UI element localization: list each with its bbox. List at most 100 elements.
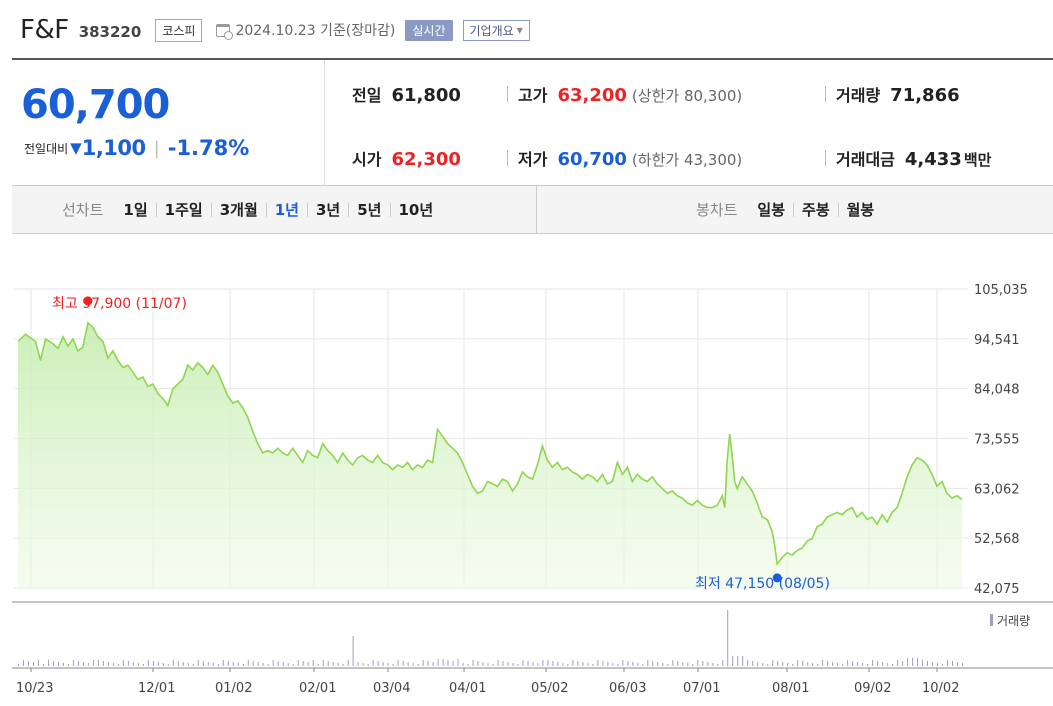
volume-bar (587, 663, 589, 666)
x-axis: 10/23 12/01 01/02 02/01 03/04 04/01 05/02 06/03… (16, 668, 959, 696)
volume-bar (907, 658, 909, 666)
price-line (17, 321, 963, 566)
volume-bar (28, 661, 29, 666)
volume-bar (392, 664, 394, 666)
tab-1d[interactable]: 1일 (115, 202, 157, 217)
volume-bar (917, 658, 918, 666)
volume-bar (77, 661, 79, 666)
price-chart[interactable]: 105,035 94,541 84,048 73,555 63,062 52,568 42,… (0, 270, 1053, 706)
volume-bar (437, 659, 439, 666)
tab-daily[interactable]: 일봉 (749, 202, 795, 217)
tab-3y[interactable]: 3년 (308, 202, 350, 217)
volume-bar (842, 664, 844, 666)
y-tick-label: 42,075 (974, 582, 1020, 597)
volume-bar (82, 662, 84, 666)
realtime-button[interactable]: 실시간 (405, 19, 453, 41)
chart-period-tabs: 선차트 1일 1주일 3개월 1년 3년 5년 10년 봉차트 일봉 주봉 월봉 (12, 186, 1053, 234)
volume-bar (412, 663, 414, 666)
volume-bar (942, 664, 943, 666)
stock-name: F&F (20, 15, 69, 45)
candle-chart-caption: 봉차트 (696, 201, 738, 219)
volume-bar (107, 662, 109, 666)
candle-chart-tabs: 봉차트 일봉 주봉 월봉 (696, 186, 882, 233)
volume-bar (782, 662, 784, 666)
volume-bar (592, 664, 594, 666)
volume-bar (332, 662, 334, 666)
y-tick-label: 73,555 (974, 433, 1020, 448)
tab-5y[interactable]: 5년 (349, 202, 391, 217)
volume-bar (427, 661, 429, 666)
divider (825, 150, 826, 166)
volume-bar (182, 662, 184, 666)
volume-legend: 거래량 (997, 614, 1030, 628)
tab-weekly[interactable]: 주봉 (794, 202, 839, 217)
volume-bar (72, 660, 74, 666)
volume-bar (387, 663, 389, 666)
volume-bar (137, 663, 139, 666)
volume-bar (632, 662, 634, 666)
volume-bar (162, 663, 164, 666)
volume-bar (202, 661, 204, 666)
volume-bar (937, 663, 938, 666)
volume-bar (557, 662, 559, 666)
x-tick-label: 05/02 (531, 681, 568, 696)
volume-bar (472, 660, 474, 666)
volume-bar (277, 661, 279, 666)
x-tick-label: 01/02 (215, 681, 252, 696)
volume-bar (48, 660, 49, 666)
annotations: 최고 97,900 (11/07) 최저 47,150 (08/05) (52, 296, 830, 592)
volume-bar (672, 660, 674, 666)
volume-bar (647, 660, 649, 666)
tab-3m[interactable]: 3개월 (212, 202, 267, 217)
volume-bar (43, 664, 44, 666)
volume-bar (867, 664, 869, 666)
max-marker (83, 296, 93, 306)
tab-10y[interactable]: 10년 (398, 200, 434, 219)
tab-1w[interactable]: 1주일 (157, 202, 212, 217)
volume-bar (742, 656, 744, 666)
down-triangle-icon: ▼ (70, 139, 82, 157)
volume-bar (252, 661, 254, 666)
volume-bar (877, 661, 879, 666)
volume-bar (902, 661, 904, 666)
volume-bar (172, 660, 174, 666)
volume-bar (487, 663, 489, 666)
volume-bar (597, 660, 599, 666)
prev-close-label: 전일 (352, 86, 382, 105)
volume-bar (23, 660, 24, 666)
volume-bar (307, 662, 309, 666)
y-tick-label: 105,035 (974, 283, 1028, 298)
volume-bar (692, 664, 694, 666)
tab-monthly[interactable]: 월봉 (846, 200, 875, 219)
x-tick-label: 08/01 (772, 681, 809, 696)
tab-1y[interactable]: 1년 (267, 202, 308, 217)
lower-limit: (하한가 43,300) (631, 151, 743, 169)
volume-bar (167, 664, 169, 666)
company-overview-label: 기업개요 (469, 23, 514, 38)
volume-bar (417, 664, 419, 666)
low-value: 60,700 (557, 149, 627, 170)
volume-bar (402, 661, 404, 666)
volume-bar (337, 663, 339, 666)
volume-bar (212, 663, 214, 666)
volume-bar (282, 662, 284, 666)
volume-bar (892, 664, 894, 666)
volume-bar (457, 659, 459, 666)
volume-bar (257, 662, 259, 666)
volume-bar (737, 656, 739, 666)
volume-bar (477, 661, 479, 666)
volume-bar (38, 660, 39, 666)
company-overview-button[interactable]: 기업개요 ▼ (462, 19, 530, 41)
volume-bar (297, 660, 299, 666)
volume-bar (857, 662, 859, 666)
low-price: 저가 60,700 (하한가 43,300) (518, 146, 742, 170)
volume-bar (922, 660, 923, 666)
high-label: 고가 (518, 86, 548, 105)
volume-bar (58, 662, 59, 666)
volume-bar (572, 660, 574, 666)
volume-bar (142, 664, 144, 666)
volume-label: 거래량 (836, 86, 881, 105)
volume-bar (377, 661, 379, 666)
volume-bar (707, 662, 709, 666)
volume-bar (102, 661, 104, 666)
